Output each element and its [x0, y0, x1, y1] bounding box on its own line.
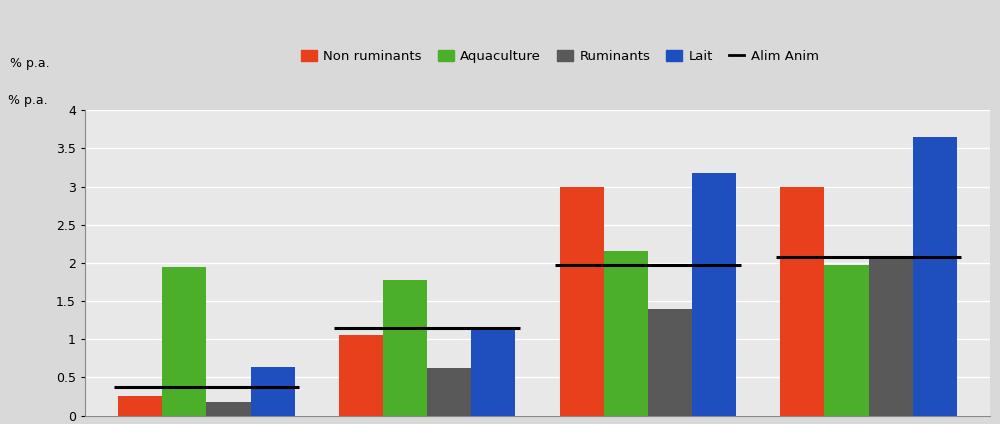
Bar: [780, 187, 824, 416]
Text: % p.a.: % p.a.: [10, 57, 50, 70]
Bar: [471, 329, 515, 416]
Legend: Non ruminants, Aquaculture, Ruminants, Lait, Alim Anim: Non ruminants, Aquaculture, Ruminants, L…: [296, 45, 824, 68]
Bar: [692, 173, 736, 416]
Bar: [913, 137, 957, 416]
Bar: [251, 368, 295, 416]
Bar: [118, 396, 162, 416]
Bar: [339, 335, 383, 416]
Bar: [604, 251, 648, 416]
Bar: [206, 402, 251, 416]
Bar: [869, 259, 913, 416]
Bar: [162, 267, 206, 416]
Bar: [383, 280, 427, 416]
Bar: [648, 309, 692, 416]
Text: % p.a.: % p.a.: [8, 94, 48, 107]
Bar: [824, 265, 869, 416]
Bar: [560, 187, 604, 416]
Bar: [427, 368, 471, 416]
